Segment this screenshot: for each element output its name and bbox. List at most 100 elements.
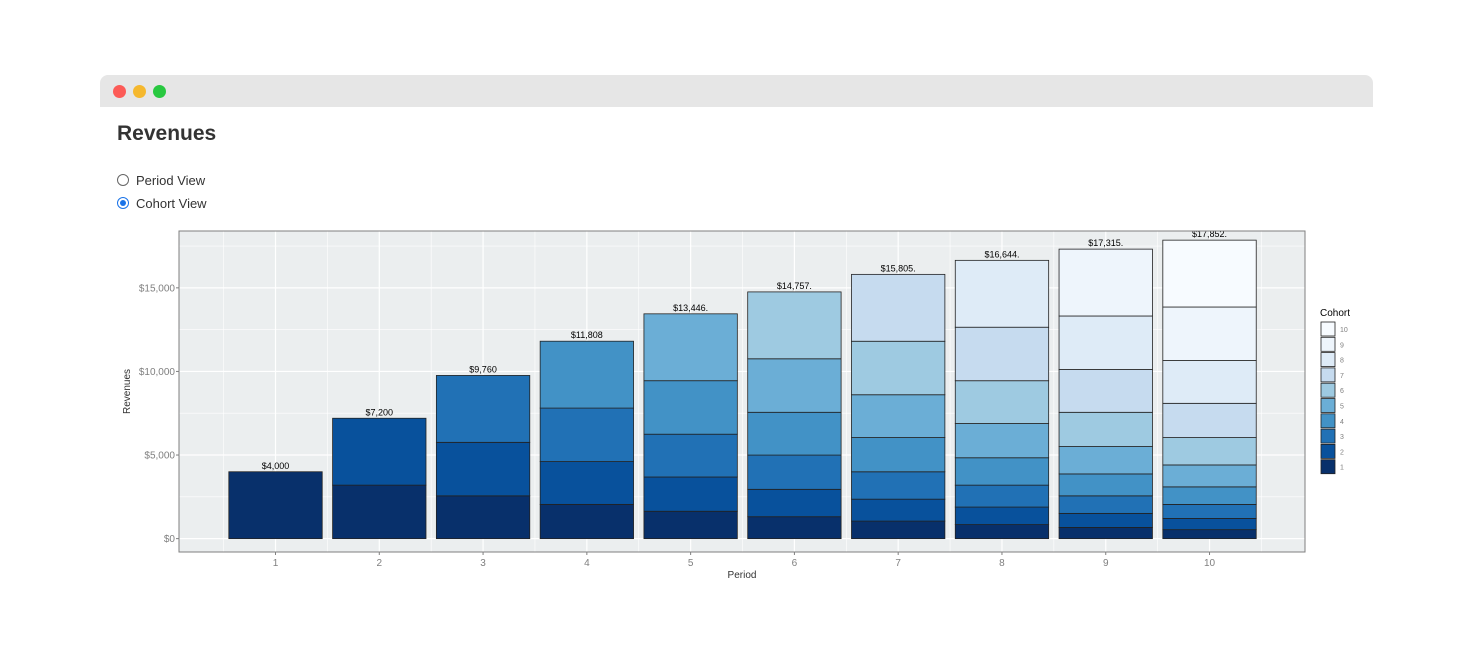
legend-key-cohort-8 <box>1320 352 1336 368</box>
bar-segment-period-10-cohort-2 <box>1162 518 1257 531</box>
legend-key-cohort-9 <box>1320 336 1336 352</box>
bar-segment-period-10-cohort-1 <box>1162 529 1257 540</box>
bar-segment-period-6-cohort-1 <box>747 516 842 540</box>
bar-segment-period-4-cohort-3 <box>539 407 634 462</box>
bar-segment-period-4-cohort-1 <box>539 503 634 540</box>
legend-label: 10 <box>1340 327 1348 334</box>
legend-label: 8 <box>1340 358 1344 365</box>
bar-segment-period-3-cohort-1 <box>435 495 531 540</box>
bar-segment-period-4-cohort-4 <box>539 340 634 409</box>
x-tick-label: 10 <box>1204 558 1216 569</box>
legend-key-cohort-7 <box>1320 367 1336 383</box>
bar-total-label: $11,808 <box>571 330 603 340</box>
x-tick-label: 4 <box>584 558 590 569</box>
bar-segment-period-5-cohort-3 <box>643 433 738 478</box>
bar-segment-period-7-cohort-2 <box>851 498 946 522</box>
bar-segment-period-1-cohort-1 <box>228 471 323 540</box>
legend-label: 5 <box>1340 404 1344 411</box>
x-axis-title: Period <box>728 570 757 581</box>
y-tick-label: $15,000 <box>139 283 176 294</box>
bar-segment-period-8-cohort-2 <box>954 506 1050 525</box>
period-view-radio-circle[interactable] <box>117 174 129 186</box>
legend-key-cohort-6 <box>1320 382 1336 398</box>
bar-total-label: $17,852. <box>1192 229 1227 239</box>
page-title: Revenues <box>117 122 217 145</box>
bar-segment-period-6-cohort-5 <box>747 358 842 413</box>
bar-segment-period-8-cohort-6 <box>954 380 1050 424</box>
bar-segment-period-8-cohort-4 <box>954 457 1050 486</box>
x-tick-label: 1 <box>273 558 279 569</box>
bar-segment-period-7-cohort-6 <box>851 340 946 396</box>
y-tick-label: $10,000 <box>139 367 176 378</box>
bar-segment-period-6-cohort-2 <box>747 488 842 518</box>
bar-segment-period-9-cohort-7 <box>1058 369 1153 413</box>
bar-segment-period-10-cohort-4 <box>1162 486 1257 505</box>
bar-total-label: $17,315. <box>1088 238 1123 248</box>
legend-label: 4 <box>1340 419 1344 426</box>
x-tick-label: 2 <box>377 558 383 569</box>
bar-segment-period-10-cohort-7 <box>1162 402 1257 438</box>
bar-segment-period-9-cohort-8 <box>1058 315 1153 370</box>
legend-label: 3 <box>1340 434 1344 441</box>
x-tick-label: 3 <box>480 558 486 569</box>
bar-segment-period-7-cohort-4 <box>851 437 946 473</box>
bar-segment-period-4-cohort-2 <box>539 461 634 505</box>
y-axis-title: Revenues <box>122 369 133 414</box>
legend-label: 7 <box>1340 373 1344 380</box>
app-window: Revenues Period View Cohort View <box>100 75 1373 635</box>
bar-segment-period-9-cohort-6 <box>1058 411 1153 447</box>
legend-title: Cohort <box>1320 308 1350 319</box>
x-tick-label: 8 <box>999 558 1005 569</box>
bar-segment-period-9-cohort-1 <box>1058 527 1153 540</box>
legend-key-cohort-5 <box>1320 398 1336 413</box>
period-view-radio[interactable]: Period View <box>117 171 205 189</box>
bar-total-label: $16,644. <box>984 249 1019 259</box>
bar-segment-period-8-cohort-8 <box>954 259 1050 328</box>
x-tick-label: 9 <box>1103 558 1109 569</box>
bar-segment-period-8-cohort-5 <box>954 423 1050 459</box>
legend-label: 1 <box>1340 465 1344 472</box>
bar-total-label: $14,757. <box>777 281 812 291</box>
bar-segment-period-9-cohort-4 <box>1058 473 1153 497</box>
bar-segment-period-5-cohort-2 <box>643 476 738 512</box>
bar-segment-period-10-cohort-10 <box>1162 239 1257 308</box>
legend-label: 9 <box>1340 342 1344 349</box>
bar-segment-period-9-cohort-5 <box>1058 446 1153 475</box>
cohort-view-label: Cohort View <box>136 195 207 211</box>
minimize-window-button[interactable] <box>133 85 146 98</box>
bar-total-label: $7,200 <box>366 407 394 417</box>
period-view-label: Period View <box>136 172 206 188</box>
bar-total-label: $9,760 <box>469 364 497 374</box>
legend-key-cohort-10 <box>1320 321 1336 337</box>
bar-segment-period-3-cohort-3 <box>435 375 531 443</box>
cohort-view-radio-circle[interactable] <box>117 197 129 209</box>
bar-segment-period-6-cohort-6 <box>747 291 842 360</box>
bar-segment-period-9-cohort-2 <box>1058 512 1153 528</box>
y-tick-label: $5,000 <box>144 451 175 462</box>
close-window-button[interactable] <box>113 85 126 98</box>
bar-segment-period-9-cohort-9 <box>1058 248 1153 317</box>
x-tick-label: 6 <box>792 558 798 569</box>
bar-segment-period-5-cohort-1 <box>643 510 738 540</box>
bar-segment-period-8-cohort-7 <box>954 326 1050 382</box>
bar-segment-period-3-cohort-2 <box>435 441 531 497</box>
y-tick-label: $0 <box>164 534 176 545</box>
maximize-window-button[interactable] <box>153 85 166 98</box>
bar-segment-period-2-cohort-2 <box>332 417 427 486</box>
bar-segment-period-8-cohort-1 <box>954 524 1050 540</box>
bar-segment-period-9-cohort-3 <box>1058 495 1153 514</box>
bar-segment-period-8-cohort-3 <box>954 484 1050 508</box>
bar-segment-period-5-cohort-4 <box>643 380 738 435</box>
legend-key-cohort-4 <box>1320 413 1336 429</box>
bar-segment-period-7-cohort-5 <box>851 394 946 438</box>
bar-segment-period-10-cohort-6 <box>1162 437 1257 466</box>
legend-key-cohort-2 <box>1320 443 1336 459</box>
legend-label: 2 <box>1340 449 1344 456</box>
bar-segment-period-6-cohort-3 <box>747 454 842 490</box>
bar-segment-period-10-cohort-8 <box>1162 360 1257 404</box>
cohort-view-radio[interactable]: Cohort View <box>117 194 207 212</box>
bar-total-label: $15,805. <box>881 263 916 273</box>
x-tick-label: 7 <box>895 558 901 569</box>
bar-total-label: $13,446. <box>673 303 708 313</box>
